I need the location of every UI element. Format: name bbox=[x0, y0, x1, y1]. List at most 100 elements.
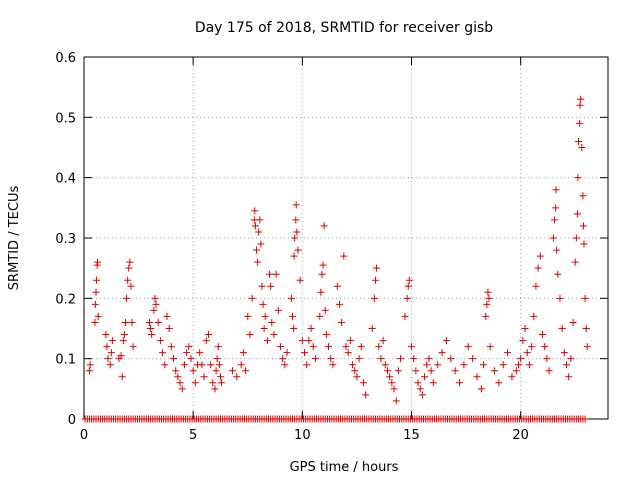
data-point bbox=[183, 349, 191, 357]
data-point bbox=[128, 318, 136, 326]
data-point bbox=[560, 349, 568, 357]
data-point bbox=[545, 367, 553, 375]
data-point bbox=[228, 367, 236, 375]
data-point bbox=[499, 361, 507, 369]
data-point bbox=[170, 355, 178, 363]
data-point bbox=[523, 349, 531, 357]
data-point bbox=[147, 325, 155, 332]
data-point bbox=[209, 379, 217, 387]
x-tick-label: 10 bbox=[294, 428, 311, 443]
data-point bbox=[569, 318, 577, 326]
data-point bbox=[371, 276, 379, 284]
data-point bbox=[91, 318, 99, 326]
data-point bbox=[485, 294, 493, 302]
data-point bbox=[117, 352, 125, 360]
data-point bbox=[577, 95, 585, 103]
data-point bbox=[359, 379, 367, 387]
data-point bbox=[370, 294, 378, 302]
data-point bbox=[174, 373, 182, 381]
x-tick-label: 5 bbox=[189, 428, 197, 443]
data-point bbox=[146, 318, 153, 326]
y-tick-label: 0.4 bbox=[55, 172, 76, 187]
data-point bbox=[460, 361, 468, 369]
data-point bbox=[464, 343, 472, 351]
data-point bbox=[248, 294, 256, 302]
data-point bbox=[429, 379, 437, 387]
data-point bbox=[410, 355, 418, 363]
data-point bbox=[486, 343, 494, 351]
data-point bbox=[447, 355, 455, 363]
data-point bbox=[392, 397, 400, 405]
data-point bbox=[125, 264, 133, 272]
data-point bbox=[291, 234, 299, 242]
data-point bbox=[344, 349, 352, 357]
y-tick-label: 0.3 bbox=[55, 232, 76, 247]
data-point bbox=[381, 361, 389, 369]
y-tick-label: 0 bbox=[68, 413, 76, 428]
data-point bbox=[126, 258, 134, 266]
data-point bbox=[124, 276, 132, 284]
data-point bbox=[256, 216, 264, 224]
data-point bbox=[355, 355, 363, 363]
data-point bbox=[508, 373, 516, 381]
y-tick-labels: 0 0.1 0.2 0.3 0.4 0.5 0.6 bbox=[55, 51, 76, 428]
data-point bbox=[551, 216, 559, 224]
data-point bbox=[329, 361, 337, 369]
data-point bbox=[346, 337, 354, 345]
data-point bbox=[373, 264, 381, 272]
data-point bbox=[289, 312, 297, 320]
data-point bbox=[571, 258, 579, 266]
data-point bbox=[92, 288, 100, 296]
data-point bbox=[338, 318, 346, 326]
data-point bbox=[534, 264, 542, 272]
data-point bbox=[91, 300, 99, 308]
data-point bbox=[572, 234, 580, 242]
data-point bbox=[484, 288, 492, 296]
data-point bbox=[321, 306, 329, 314]
data-point bbox=[552, 186, 560, 194]
data-point bbox=[148, 331, 156, 339]
data-point bbox=[213, 355, 221, 363]
data-point bbox=[556, 294, 564, 302]
data-point bbox=[274, 306, 282, 314]
data-point bbox=[335, 300, 343, 308]
data-point bbox=[301, 349, 309, 357]
data-point bbox=[305, 337, 313, 345]
data-point bbox=[319, 261, 327, 269]
data-point bbox=[512, 367, 520, 375]
x-axis-label: GPS time / hours bbox=[290, 460, 399, 475]
data-point bbox=[94, 312, 102, 320]
data-point bbox=[121, 318, 129, 326]
y-tick-label: 0.1 bbox=[55, 353, 76, 368]
data-point bbox=[237, 361, 245, 369]
data-point bbox=[574, 174, 582, 182]
data-point bbox=[581, 294, 589, 302]
axis-ticks bbox=[83, 56, 608, 420]
data-point bbox=[263, 337, 271, 345]
data-point bbox=[414, 379, 422, 387]
data-point bbox=[202, 337, 210, 345]
data-point bbox=[309, 343, 317, 351]
data-point bbox=[412, 367, 420, 375]
data-point bbox=[180, 361, 188, 369]
data-point bbox=[340, 252, 348, 260]
data-point bbox=[504, 349, 512, 357]
data-point bbox=[281, 361, 289, 369]
y-tick-label: 0.2 bbox=[55, 292, 76, 307]
data-point bbox=[558, 325, 566, 332]
zero-data-point bbox=[581, 415, 589, 423]
data-point bbox=[303, 361, 311, 369]
data-point bbox=[404, 282, 412, 290]
data-point bbox=[416, 385, 424, 393]
data-point bbox=[292, 216, 300, 224]
data-point bbox=[287, 294, 295, 302]
data-point bbox=[215, 361, 223, 369]
data-point bbox=[379, 337, 387, 345]
data-point bbox=[480, 361, 488, 369]
data-point bbox=[438, 349, 446, 357]
data-point bbox=[530, 312, 538, 320]
data-point bbox=[255, 228, 263, 236]
data-point bbox=[251, 222, 259, 230]
data-point bbox=[377, 355, 385, 363]
data-point bbox=[514, 361, 522, 369]
